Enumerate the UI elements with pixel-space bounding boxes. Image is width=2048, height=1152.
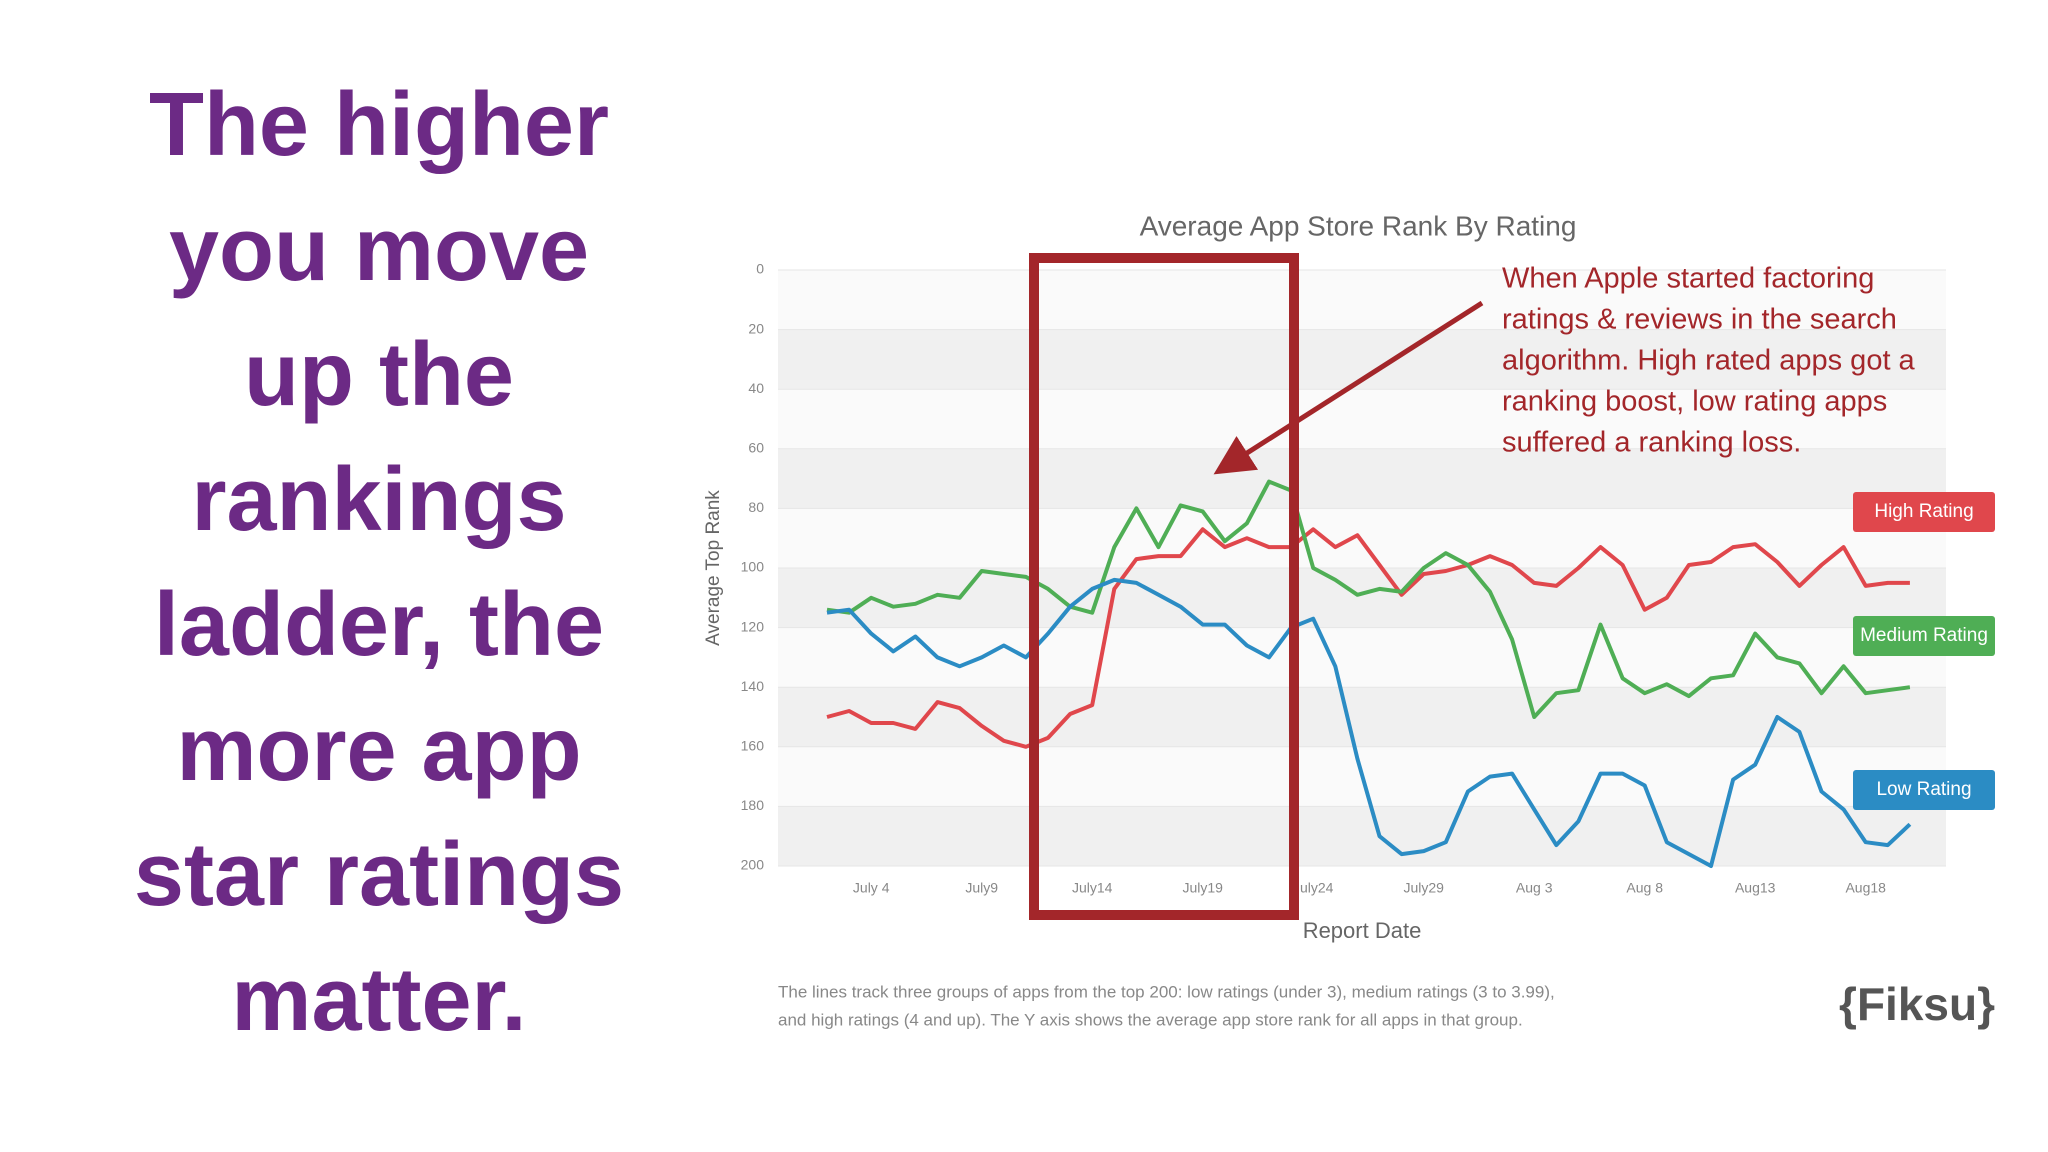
y-tick-label: 60 — [748, 440, 764, 456]
y-tick-label: 140 — [741, 678, 765, 694]
x-tick-label: July19 — [1182, 880, 1223, 896]
y-tick-label: 40 — [748, 380, 764, 396]
x-tick-label: July14 — [1072, 880, 1113, 896]
y-axis-label: Average Top Rank — [703, 490, 724, 646]
legend-label: High Rating — [1874, 501, 1973, 522]
series-line — [826, 527, 1910, 749]
highlight-box — [1029, 253, 1299, 920]
headline-line: ladder, the — [154, 575, 604, 675]
annotation-line: suffered a ranking loss. — [1502, 427, 1801, 459]
y-tick-label: 100 — [741, 559, 765, 575]
series-line — [826, 479, 1911, 719]
annotation-line: When Apple started factoring — [1502, 263, 1874, 295]
y-tick-label: 0 — [756, 261, 764, 277]
logo: {Fiksu} — [1839, 978, 1995, 1030]
x-tick-label: Aug13 — [1735, 880, 1776, 896]
x-tick-label: Aug 8 — [1626, 880, 1663, 896]
annotation-line: ranking boost, low rating apps — [1502, 386, 1887, 418]
grid-band — [778, 687, 1946, 747]
chart-title: Average App Store Rank By Rating — [1140, 210, 1577, 241]
annotation-arrow — [1213, 300, 1484, 475]
y-tick-label: 20 — [748, 320, 764, 336]
footnote-line: The lines track three groups of apps fro… — [778, 982, 1555, 1001]
legend-label: Medium Rating — [1860, 625, 1988, 646]
annotation-line: algorithm. High rated apps got a — [1502, 345, 1916, 377]
y-tick-label: 180 — [741, 797, 765, 813]
legend-label: Low Rating — [1876, 779, 1971, 800]
headline-line: rankings — [191, 450, 566, 550]
y-tick-label: 120 — [741, 618, 765, 634]
legend-swatch — [1853, 770, 1995, 810]
grid-band — [778, 568, 1946, 628]
y-tick-label: 160 — [741, 738, 765, 754]
x-tick-label: Aug 3 — [1516, 880, 1553, 896]
headline-line: up the — [244, 325, 514, 425]
y-tick-label: 80 — [748, 499, 764, 515]
grid-band — [778, 806, 1946, 866]
x-tick-label: July 4 — [853, 880, 890, 896]
x-axis-label: Report Date — [1303, 918, 1422, 943]
footnote-line: and high ratings (4 and up). The Y axis … — [778, 1010, 1523, 1029]
y-tick-label: 200 — [741, 857, 765, 873]
x-tick-label: July24 — [1293, 880, 1334, 896]
headline-line: The higher — [149, 75, 609, 175]
headline-line: matter. — [231, 950, 526, 1050]
x-tick-label: July9 — [965, 880, 998, 896]
series-line — [826, 577, 1912, 868]
annotation-line: ratings & reviews in the search — [1502, 304, 1897, 336]
x-tick-label: Aug18 — [1845, 880, 1886, 896]
legend-swatch — [1853, 492, 1995, 532]
legend-swatch — [1853, 616, 1995, 656]
grid-band — [778, 448, 1946, 509]
x-tick-label: July29 — [1403, 880, 1444, 896]
headline-line: you move — [169, 200, 589, 300]
headline-line: more app — [176, 700, 581, 800]
headline-line: star ratings — [134, 825, 624, 925]
